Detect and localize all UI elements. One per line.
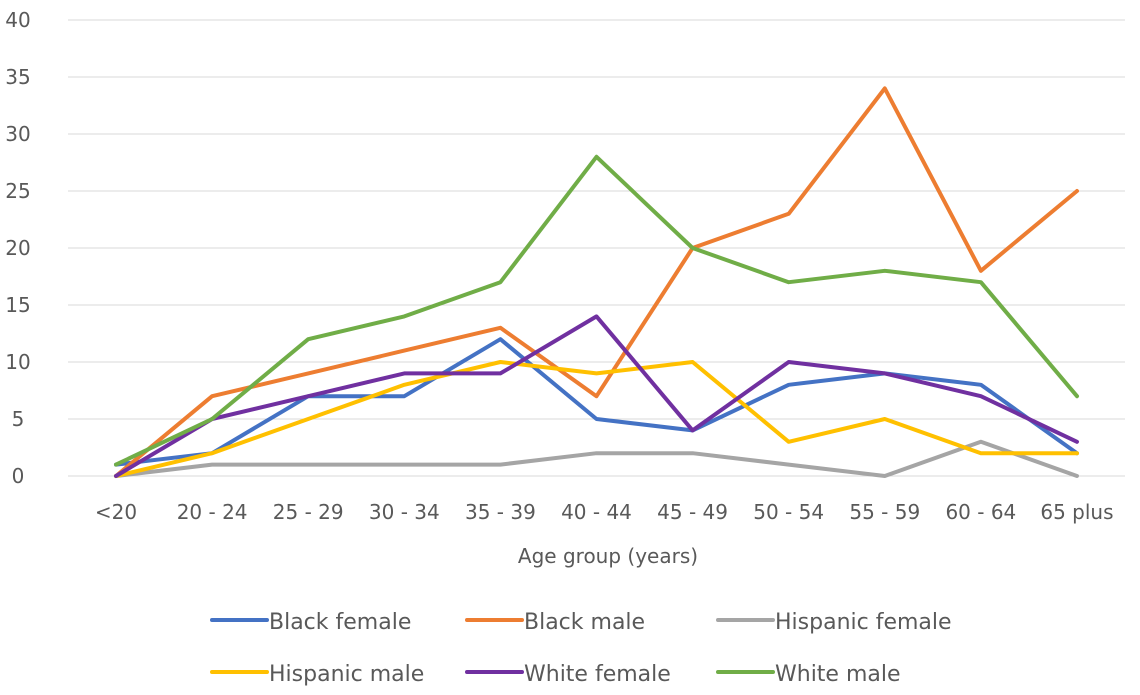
legend-label-hispanic-female: Hispanic female — [775, 610, 952, 635]
x-tick-label: <20 — [95, 500, 137, 524]
y-tick-label: 40 — [5, 8, 30, 32]
x-tick-label: 35 - 39 — [465, 500, 536, 524]
series-lines — [114, 86, 1079, 478]
x-tick-label: 55 - 59 — [849, 500, 920, 524]
legend-label-white-male: White male — [775, 662, 901, 687]
x-tick-label: 40 - 44 — [561, 500, 632, 524]
y-tick-label: 15 — [5, 293, 30, 317]
series-line-black-male — [114, 86, 1079, 478]
gridlines — [68, 19, 1125, 477]
x-tick-label: 30 - 34 — [369, 500, 440, 524]
legend: Black female Black male Hispanic female His… — [210, 610, 952, 687]
y-tick-label: 30 — [5, 122, 30, 146]
legend-label-hispanic-male: Hispanic male — [269, 662, 424, 687]
x-axis-ticks: <20 20 - 24 25 - 29 30 - 34 35 - 39 40 - 44 45… — [95, 500, 1114, 524]
x-tick-label: 25 - 29 — [273, 500, 344, 524]
series-line-white-male — [114, 154, 1079, 467]
y-tick-label: 10 — [5, 350, 30, 374]
series-line-hispanic-male — [114, 360, 1079, 478]
x-tick-label: 20 - 24 — [177, 500, 248, 524]
y-tick-label: 20 — [5, 236, 30, 260]
x-axis-title: Age group (years) — [518, 544, 698, 568]
series-line-white-female — [114, 314, 1079, 478]
legend-label-white-female: White female — [524, 662, 671, 687]
y-tick-label: 25 — [5, 179, 30, 203]
y-tick-label: 0 — [12, 464, 25, 488]
x-tick-label: 60 - 64 — [945, 500, 1016, 524]
series-line-hispanic-female — [114, 439, 1079, 478]
series-line-black-female — [114, 337, 1079, 467]
legend-label-black-male: Black male — [524, 610, 645, 635]
x-tick-label: 45 - 49 — [657, 500, 728, 524]
y-tick-label: 35 — [5, 65, 30, 89]
x-tick-label: 50 - 54 — [753, 500, 824, 524]
legend-label-black-female: Black female — [269, 610, 411, 635]
y-tick-label: 5 — [12, 407, 25, 431]
y-axis-ticks: 0 5 10 15 20 25 30 35 40 — [5, 8, 30, 488]
x-tick-label: 65 plus — [1040, 500, 1113, 524]
